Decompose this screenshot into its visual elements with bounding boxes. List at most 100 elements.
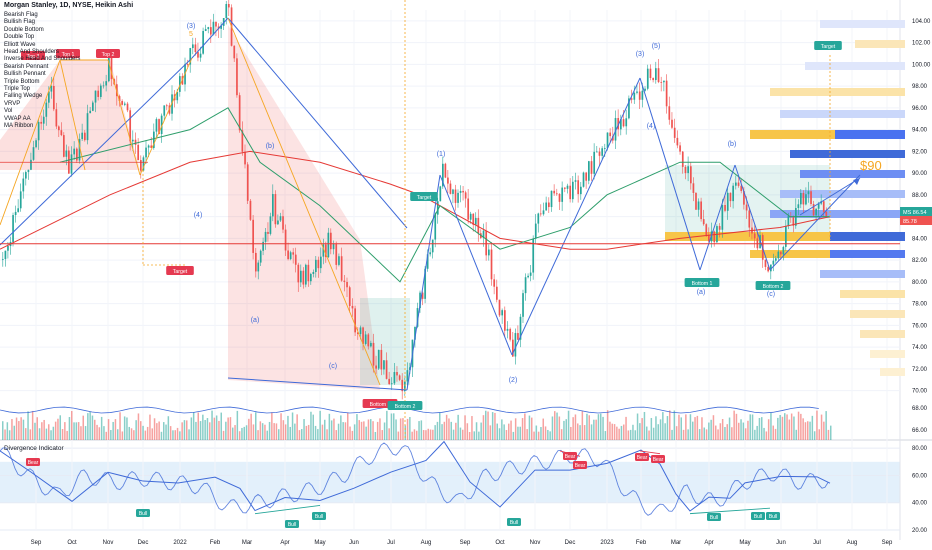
- indicator-legend-item[interactable]: Elliott Wave: [4, 41, 36, 48]
- candle-body: [713, 231, 716, 243]
- indicator-legend-item[interactable]: Bearish Flag: [4, 12, 38, 18]
- indicator-legend-item[interactable]: Bullish Pennant: [4, 71, 46, 78]
- candle-body: [274, 194, 277, 225]
- volume-bar: [241, 427, 243, 440]
- divergence-tag: [312, 512, 326, 520]
- volume-bar: [657, 424, 659, 440]
- volume-bar: [176, 427, 179, 440]
- candle-body: [92, 102, 94, 111]
- volume-bar: [252, 424, 255, 440]
- volume-bar: [119, 412, 121, 440]
- indicator-legend-item[interactable]: VRVP: [4, 100, 21, 107]
- candle-body: [569, 185, 572, 200]
- indicator-legend-item[interactable]: Falling Wedge: [4, 93, 43, 100]
- time-tick-label: Dec: [138, 540, 149, 546]
- wave-label: (c): [767, 291, 775, 298]
- volume-profile-bar: [820, 20, 905, 28]
- volume-bar: [827, 429, 830, 440]
- volume-bar: [192, 412, 195, 440]
- pattern-line: [59, 59, 86, 171]
- volume-bar: [36, 417, 38, 440]
- volume-bar: [390, 413, 393, 440]
- indicator-legend-item[interactable]: Double Bottom: [4, 26, 44, 33]
- volume-bar: [38, 428, 41, 440]
- indicator-legend-item[interactable]: Head And Shoulders: [4, 49, 60, 56]
- candle-body: [396, 372, 398, 376]
- candle-body: [340, 256, 343, 281]
- indicator-legend-item[interactable]: Triple Bottom: [4, 78, 40, 85]
- candle-body: [732, 185, 734, 202]
- volume-bar: [94, 419, 96, 440]
- divergence-tag: [707, 513, 721, 521]
- volume-profile-bar: [860, 330, 905, 338]
- candle-body: [485, 230, 488, 256]
- candle-body: [504, 310, 506, 331]
- volume-bar: [66, 430, 68, 440]
- indicator-legend-item[interactable]: MA Ribbon: [4, 123, 34, 130]
- candle-body: [753, 233, 756, 239]
- volume-bar: [142, 425, 144, 440]
- volume-bar: [268, 421, 271, 440]
- candle-body: [767, 266, 770, 272]
- volume-bar: [772, 425, 774, 440]
- pattern-tag-label: Bottom 1: [370, 402, 391, 408]
- indicator-legend-item[interactable]: Double Top: [4, 34, 35, 41]
- candle-body: [646, 68, 649, 89]
- candle-body: [617, 118, 620, 130]
- volume-bar: [87, 413, 89, 440]
- divergence-tag-label: Bull: [710, 515, 718, 521]
- volume-bar: [61, 429, 64, 440]
- volume-bar: [439, 412, 441, 440]
- volume-bar: [31, 410, 34, 440]
- volume-profile-bar: [750, 250, 830, 258]
- candle-body: [671, 119, 673, 128]
- candle-body: [572, 181, 574, 200]
- candle-body: [155, 119, 158, 132]
- volume-bar: [211, 410, 213, 440]
- candle-body: [310, 273, 312, 282]
- candle-body: [506, 328, 509, 331]
- candle-body: [442, 163, 444, 187]
- volume-bar: [183, 420, 186, 440]
- candle-body: [176, 91, 179, 101]
- volume-bar: [830, 425, 832, 440]
- candle-body: [307, 264, 310, 282]
- wave-label: (5): [652, 43, 661, 50]
- candle-body: [777, 251, 780, 259]
- volume-bar: [342, 422, 344, 440]
- volume-bar: [666, 416, 669, 440]
- volume-bar: [365, 426, 367, 440]
- volume-bar: [593, 419, 595, 440]
- candle-body: [817, 203, 820, 209]
- volume-bar: [374, 431, 377, 440]
- candle-body: [782, 246, 785, 255]
- volume-bar: [797, 411, 800, 440]
- candle-body: [807, 191, 810, 195]
- indicator-legend-item[interactable]: Vol: [4, 108, 13, 115]
- volume-bar: [287, 415, 289, 440]
- pattern-tag: [56, 49, 80, 58]
- volume-bar: [4, 429, 6, 440]
- candle-body: [222, 17, 225, 26]
- candle-body: [825, 211, 828, 218]
- candle-body: [351, 305, 354, 309]
- indicator-legend-item[interactable]: VWAP AA: [4, 115, 31, 122]
- candle-body: [385, 360, 388, 379]
- candle-body: [393, 372, 396, 384]
- indicator-legend-item[interactable]: Triple Top: [4, 86, 31, 93]
- wave-line: [699, 164, 736, 271]
- price-tick-label: 98.00: [912, 84, 928, 90]
- indicator-legend-item[interactable]: Bearish Pennant: [4, 63, 49, 70]
- indicator-legend-item[interactable]: Inverse Head And Shoulders: [4, 56, 81, 63]
- candle-body: [601, 148, 604, 156]
- volume-bar: [278, 429, 280, 440]
- candle-body: [53, 85, 55, 110]
- volume-bar: [445, 414, 448, 440]
- candle-body: [668, 106, 671, 120]
- indicator-legend-item[interactable]: Bullish Flag: [4, 19, 36, 26]
- volume-bar: [199, 421, 202, 440]
- candle-body: [332, 244, 335, 250]
- volume-bar: [627, 430, 630, 440]
